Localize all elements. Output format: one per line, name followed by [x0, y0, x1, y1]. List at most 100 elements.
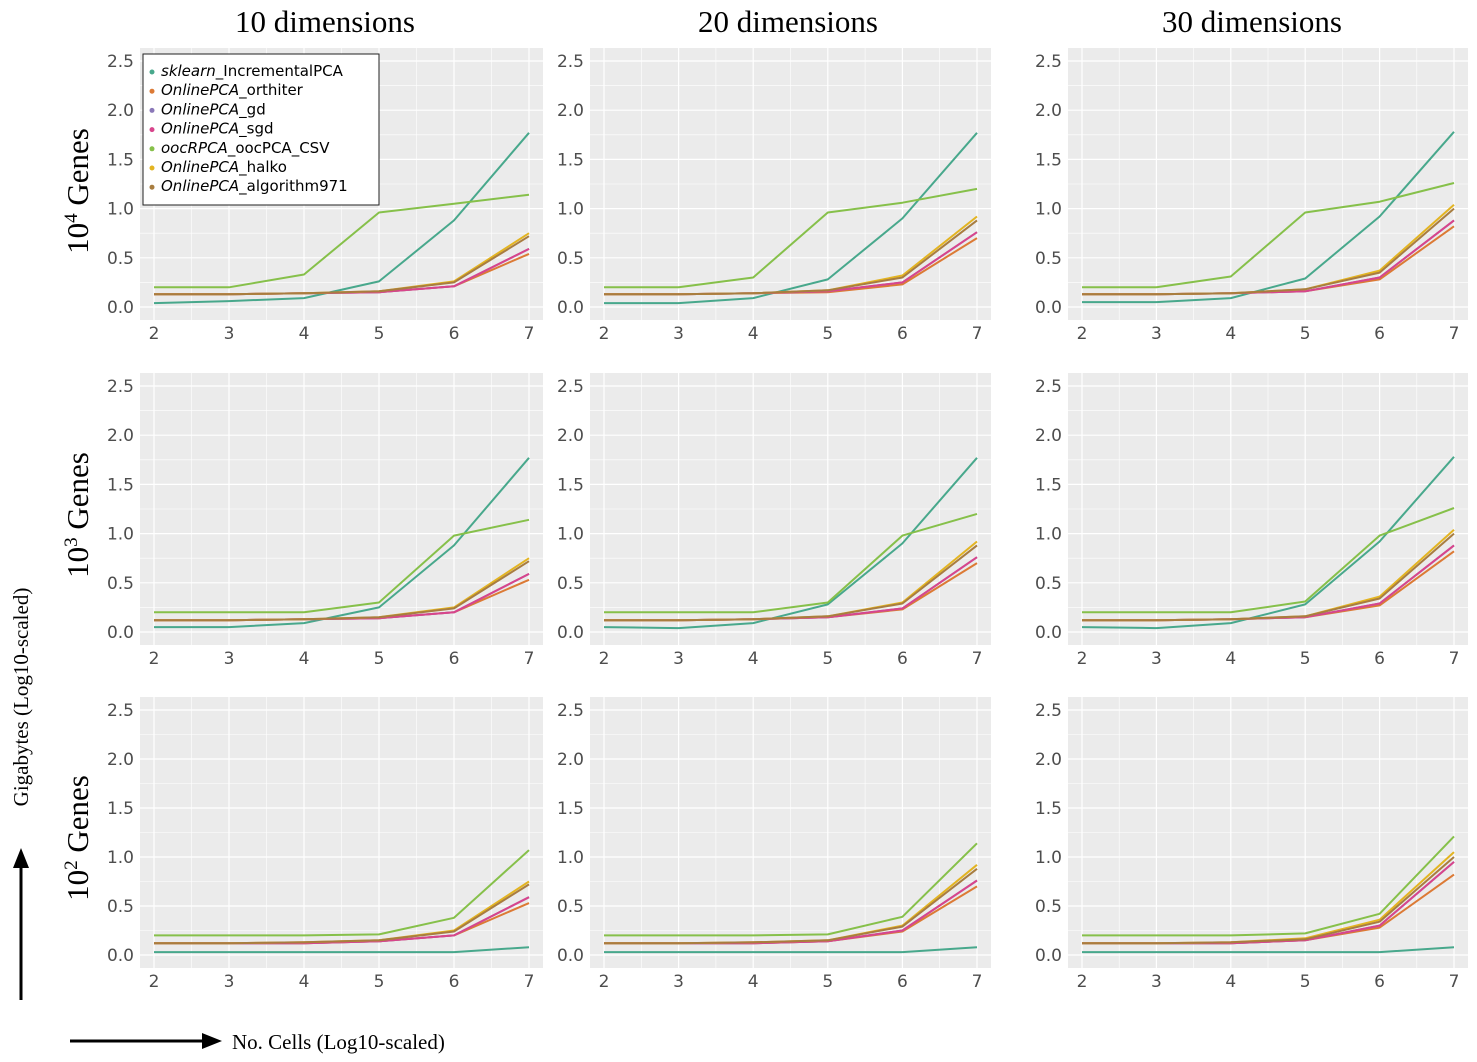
x-tick-label: 4: [299, 649, 310, 669]
x-tick-label: 5: [374, 324, 385, 344]
y-tick-label: 2.0: [1035, 101, 1062, 121]
panel-r3-c3: 0.0 0.5 1.0 1.5 2.0 2.5 2 3 4 5 6 7: [1035, 697, 1468, 992]
x-tick-label: 7: [524, 324, 535, 344]
series-line-oocrpca-oocpca-csv: [604, 187, 978, 289]
legend-entry: OnlinePCA_halko: [161, 158, 287, 177]
panel-r3-c2: 0.0 0.5 1.0 1.5 2.0 2.5 2 3 4 5 6 7: [557, 697, 991, 992]
y-tick-label: 2.5: [1035, 377, 1062, 397]
y-tick-label: 0.5: [107, 897, 134, 917]
x-tick-label: 7: [972, 972, 983, 992]
x-tick-label: 5: [822, 324, 833, 344]
y-tick-label: 2.0: [557, 426, 584, 446]
x-tick-label: 7: [1449, 972, 1460, 992]
x-tick-label: 4: [299, 324, 310, 344]
y-tick-label: 1.0: [557, 525, 584, 545]
series-line-onlinepca-algorithm971: [1082, 532, 1455, 622]
x-axis-arrow-head: [202, 1033, 222, 1049]
x-tick-label: 3: [224, 324, 235, 344]
series-line-sklearn-incrementalpca: [154, 946, 530, 954]
y-tick-label: 1.5: [107, 799, 134, 819]
row-title-10e3-genes: 103 Genes: [60, 452, 95, 578]
y-tick-label: 2.5: [557, 701, 584, 721]
x-tick-label: 2: [1077, 972, 1088, 992]
y-tick-label: 2.5: [107, 701, 134, 721]
legend-entry: oocRPCA_oocPCA_CSV: [161, 139, 330, 158]
x-tick-label: 6: [449, 649, 460, 669]
series-line-oocrpca-oocpca-csv: [604, 842, 978, 937]
y-tick-label: 0.0: [557, 946, 584, 966]
y-tick-label: 0.0: [1035, 946, 1062, 966]
x-tick-label: 3: [224, 649, 235, 669]
y-tick-label: 2.5: [557, 52, 584, 72]
series-line-onlinepca-algorithm971: [1082, 207, 1455, 296]
x-tick-label: 6: [1374, 649, 1385, 669]
x-tick-label: 6: [1374, 972, 1385, 992]
x-tick-label: 4: [1225, 972, 1236, 992]
y-tick-label: 1.5: [557, 475, 584, 495]
x-tick-label: 3: [673, 649, 684, 669]
series-line-oocrpca-oocpca-csv: [154, 193, 530, 289]
y-tick-label: 0.0: [557, 298, 584, 318]
x-tick-label: 6: [897, 649, 908, 669]
legend-marker: [149, 107, 155, 113]
y-tick-label: 0.5: [557, 897, 584, 917]
series-line-oocrpca-oocpca-csv: [154, 518, 530, 614]
legend: sklearn_IncrementalPCAOnlinePCA_orthiter…: [142, 53, 380, 206]
series-line-onlinepca-algorithm971: [604, 544, 978, 622]
y-tick-label: 0.5: [557, 574, 584, 594]
x-tick-label: 7: [524, 972, 535, 992]
y-tick-label: 2.5: [557, 377, 584, 397]
legend-entry: OnlinePCA_orthiter: [161, 81, 304, 100]
x-tick-label: 2: [149, 324, 160, 344]
x-tick-label: 3: [1151, 972, 1162, 992]
x-tick-label: 5: [1300, 649, 1311, 669]
y-tick-label: 0.5: [107, 249, 134, 269]
y-tick-label: 0.0: [107, 946, 134, 966]
x-tick-label: 5: [822, 649, 833, 669]
x-tick-label: 5: [374, 972, 385, 992]
legend-entry: OnlinePCA_sgd: [161, 120, 274, 139]
y-tick-label: 0.0: [1035, 298, 1062, 318]
y-tick-label: 0.5: [1035, 897, 1062, 917]
y-axis-label: Gigabytes (Log10-scaled): [9, 588, 33, 807]
y-tick-label: 2.0: [1035, 750, 1062, 770]
x-tick-label: 7: [524, 649, 535, 669]
series-line-sklearn-incrementalpca: [1082, 131, 1455, 304]
series-line-onlinepca-algorithm971: [604, 219, 978, 296]
legend-marker: [149, 165, 155, 171]
legend-marker: [149, 69, 155, 75]
y-axis-arrow-head: [13, 848, 29, 868]
legend-entry: OnlinePCA_algorithm971: [161, 177, 348, 196]
y-tick-label: 2.5: [1035, 52, 1062, 72]
series-line-onlinepca-algorithm971: [154, 235, 530, 296]
x-tick-label: 5: [374, 649, 385, 669]
y-tick-label: 1.5: [1035, 799, 1062, 819]
x-tick-label: 4: [1225, 324, 1236, 344]
x-tick-label: 3: [673, 972, 684, 992]
row-title-10e4-genes: 104 Genes: [60, 128, 95, 254]
y-tick-label: 1.0: [1035, 200, 1062, 220]
panel-r1-c1: 0.0 0.5 1.0 1.5 2.0 2.5 2 3 4 5 6 7 sklearn_Incremen…: [107, 48, 543, 344]
series-line-onlinepca-algorithm971: [154, 883, 530, 945]
y-tick-label: 1.0: [107, 200, 134, 220]
legend-marker: [149, 184, 155, 190]
y-tick-label: 2.5: [107, 377, 134, 397]
y-tick-label: 2.0: [107, 101, 134, 121]
panel-r3-c1: 0.0 0.5 1.0 1.5 2.0 2.5 2 3 4 5 6 7: [107, 697, 543, 992]
x-tick-label: 2: [1077, 324, 1088, 344]
x-tick-label: 7: [972, 324, 983, 344]
series-line-sklearn-incrementalpca: [153, 132, 530, 305]
col-title-20-dimensions: 20 dimensions: [698, 4, 878, 39]
y-tick-label: 1.5: [107, 475, 134, 495]
y-tick-label: 0.0: [107, 623, 134, 643]
x-tick-label: 2: [599, 324, 610, 344]
y-tick-label: 2.5: [107, 52, 134, 72]
series-line-onlinepca-algorithm971: [154, 560, 530, 622]
series-line-sklearn-incrementalpca: [154, 457, 530, 629]
y-tick-label: 1.0: [557, 848, 584, 868]
series-line-sklearn-incrementalpca: [603, 457, 978, 630]
x-tick-label: 2: [149, 649, 160, 669]
legend-marker: [149, 146, 155, 152]
y-tick-label: 0.0: [107, 298, 134, 318]
legend-marker: [149, 127, 155, 133]
